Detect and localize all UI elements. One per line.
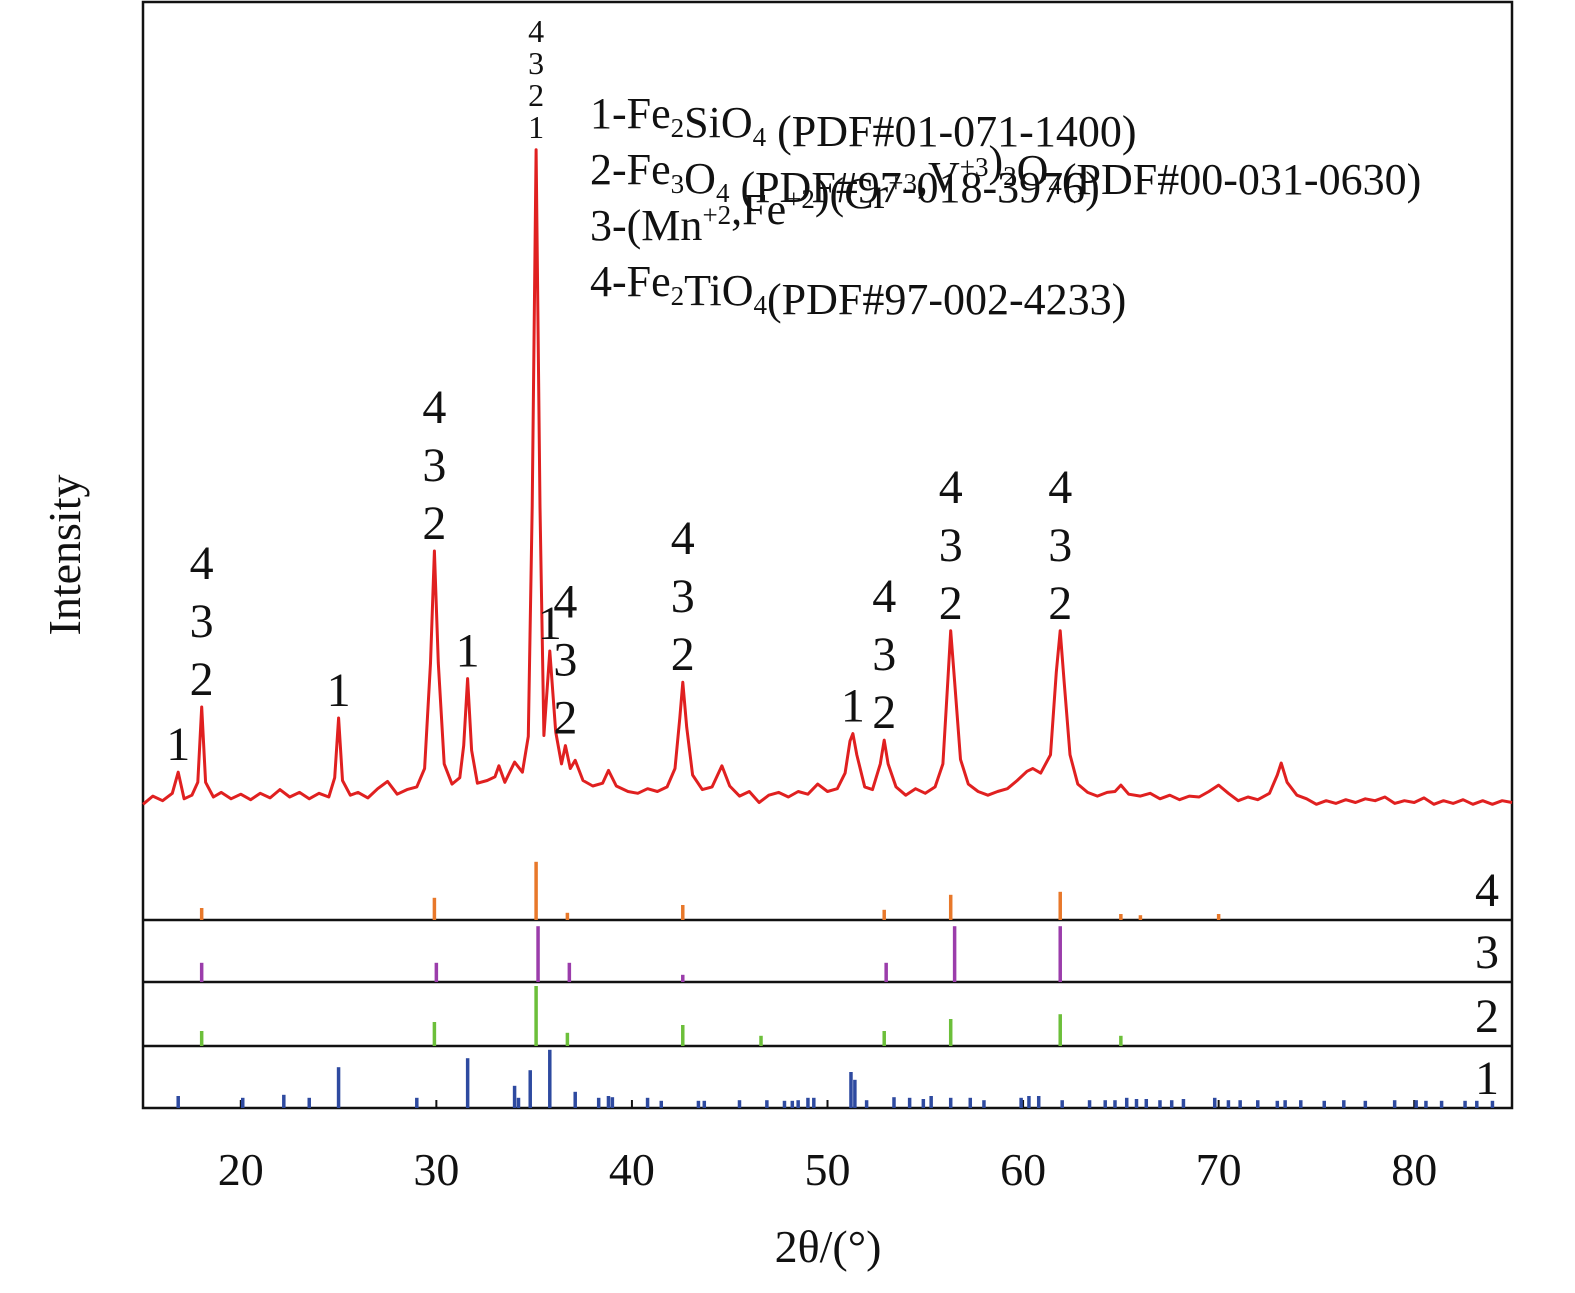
peak-label: 4 [1048,461,1072,514]
peak-label: 3 [671,570,695,623]
peak-label: 2 [528,77,544,113]
legend-text: O [684,154,716,203]
x-tick-label: 70 [1196,1144,1242,1195]
peak-label: 3 [1048,519,1072,572]
legend-entry: 1-Fe2SiO4 (PDF#01-071-1400) [590,89,1136,156]
legend-text: ,Fe [731,185,786,234]
reference-label: 4 [1475,864,1499,917]
legend-text: +2 [786,184,815,214]
peak-label: 4 [190,537,214,590]
peak-label: 3 [939,519,963,572]
peak-label: 2 [671,628,695,681]
legend-text: 4 [753,122,767,152]
legend-text: 4 [1048,170,1062,200]
peak-label: 2 [872,686,896,739]
peak-label: 2 [553,692,577,745]
peak-label: 3 [422,439,446,492]
legend-text: +3 [888,168,917,198]
peak-label: 1 [538,597,562,650]
peak-label: 1 [166,718,190,771]
x-tick-label: 40 [609,1144,655,1195]
peak-label: 4 [422,381,446,434]
peak-label: 1 [456,625,480,678]
legend-text: 2 [671,281,685,311]
legend-text: +3 [960,152,989,182]
peak-label: 1 [528,109,544,145]
legend-entry: 2-Fe3O4 (PDF#97-018-3976) [590,145,1100,212]
legend-text: ) [988,137,1003,186]
x-tick-label: 20 [218,1144,264,1195]
y-axis-label: Intensity [39,475,90,636]
peak-label: 2 [422,497,446,550]
legend-text: 3 [671,169,685,199]
legend-text: 2 [671,113,685,143]
peak-label: 3 [190,595,214,648]
peak-label: 2 [939,577,963,630]
pattern-line [142,148,1513,806]
legend-text: 2 [1003,161,1017,191]
x-tick-label: 80 [1391,1144,1437,1195]
legend-text: 4 [716,178,730,208]
peak-label: 3 [528,45,544,81]
x-tick-label: 50 [805,1144,851,1195]
legend-text: 4-Fe [590,257,671,306]
peak-label: 4 [671,512,695,565]
legend-text: (PDF#97-002-4233) [767,275,1126,324]
peak-label: 3 [553,634,577,687]
peak-label: 3 [872,628,896,681]
legend-entry: 4-Fe2TiO4(PDF#97-002-4233) [590,257,1126,324]
reference-label: 1 [1475,1052,1499,1105]
legend-text: (PDF#00-031-0630) [1062,155,1421,204]
x-tick-label: 60 [1000,1144,1046,1195]
peak-label: 2 [1048,577,1072,630]
peak-label: 1 [327,664,351,717]
peak-label: 4 [939,461,963,514]
legend-text: +2 [702,200,731,230]
reference-label: 2 [1475,990,1499,1043]
peak-label: 1 [841,680,865,733]
peak-label: 4 [872,570,896,623]
x-tick-label: 30 [413,1144,459,1195]
peak-label: 2 [190,653,214,706]
legend-entry: 3-(Mn+2,Fe+2)(Cr+3,V+3)2O4(PDF#00-031-06… [590,137,1421,250]
peak-label: 4 [528,13,544,49]
legend-text: 2-Fe [590,145,671,194]
legend-text: )(Cr [815,169,889,218]
legend-text: (PDF#01-071-1400) [766,107,1136,156]
reference-label: 3 [1475,926,1499,979]
legend-text: 3-(Mn [590,201,702,250]
legend-text: SiO [684,98,752,147]
legend-text: (PDF#97-018-3976) [729,163,1099,212]
legend-text: TiO [684,266,753,315]
peak-label: 4 [553,576,577,629]
legend-text: 4 [754,290,768,320]
legend-text: O [1017,146,1049,195]
x-axis-label: 2θ/(°) [775,1221,882,1272]
legend-text: 1-Fe [590,89,671,138]
legend-text: ,V [917,153,960,202]
